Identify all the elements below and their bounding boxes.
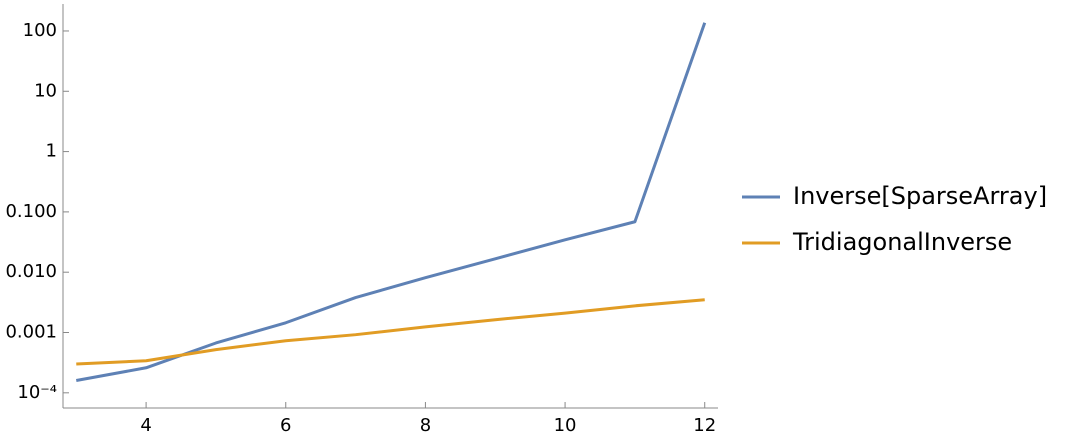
y-tick-label: 0.001: [5, 322, 57, 343]
y-tick-label: 0.010: [5, 261, 57, 282]
x-tick-label: 8: [420, 415, 431, 436]
series-line: [76, 298, 705, 366]
legend-label: Inverse[SparseArray]: [793, 182, 1047, 210]
series-line: [75, 22, 707, 382]
legend-label: TridiagonalInverse: [792, 228, 1012, 256]
x-tick-label: 12: [693, 415, 716, 436]
x-tick-label: 10: [554, 415, 577, 436]
x-tick-label: 4: [140, 415, 151, 436]
y-tick-label: 1: [46, 141, 57, 162]
y-tick-label: 10⁻⁴: [17, 382, 57, 403]
y-tick-label: 10: [34, 80, 57, 101]
y-tick-label: 100: [23, 20, 57, 41]
x-tick-label: 6: [280, 415, 291, 436]
y-tick-label: 0.100: [5, 201, 57, 222]
